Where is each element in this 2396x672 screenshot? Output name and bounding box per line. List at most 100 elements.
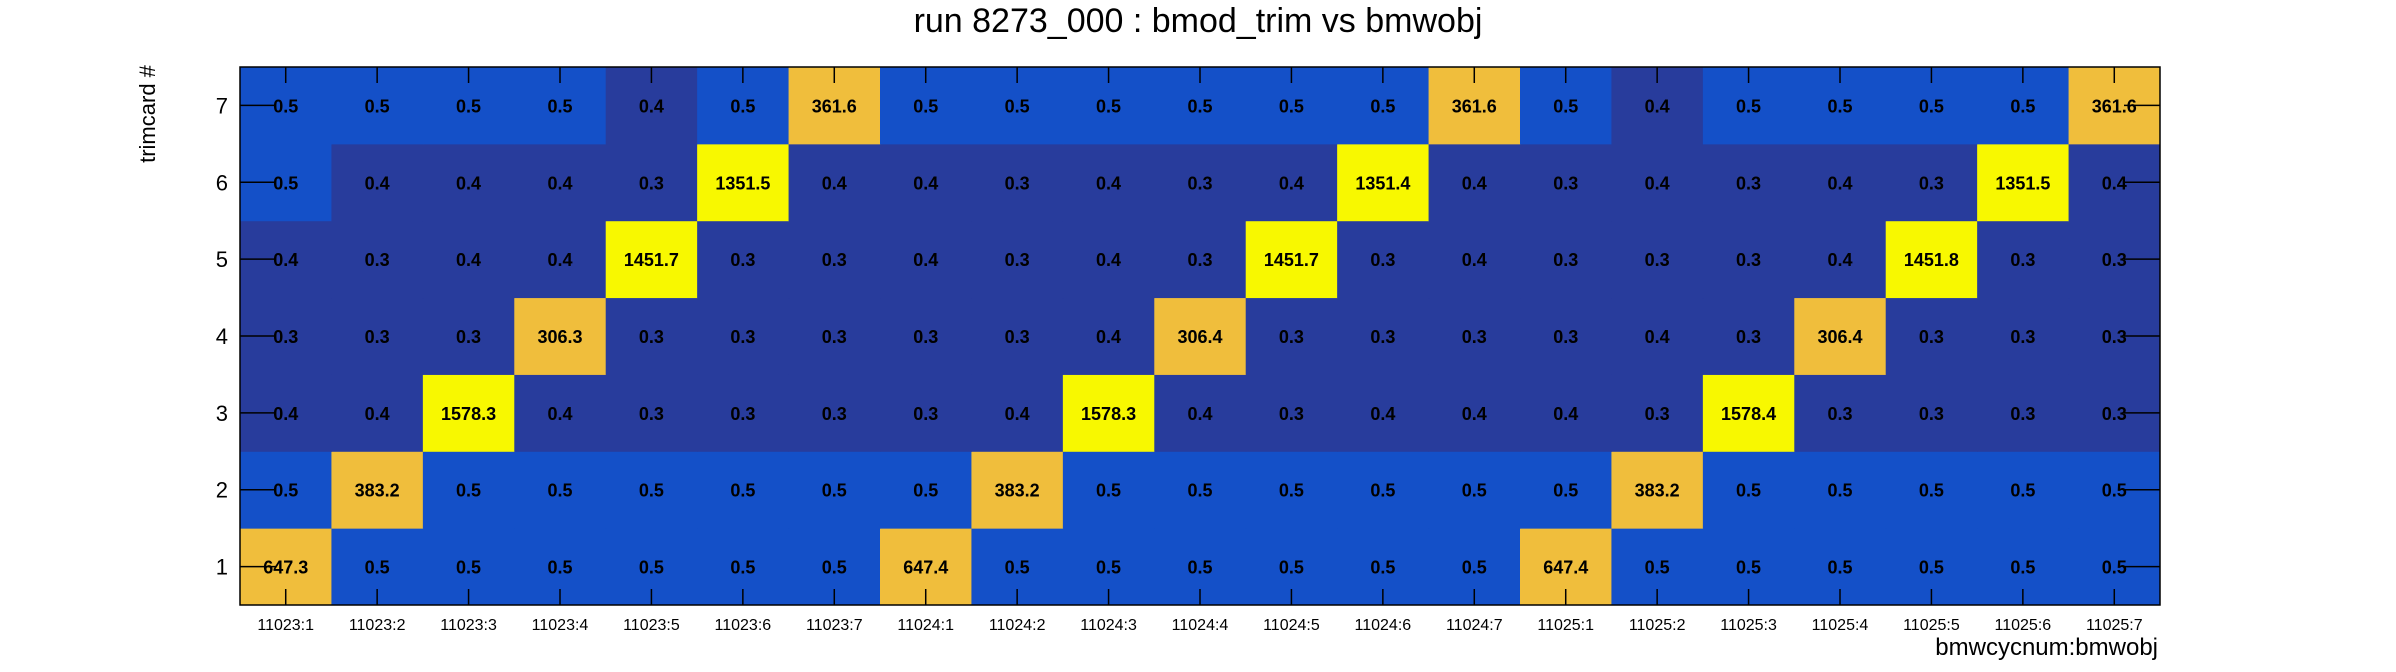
cell-value-label: 0.4 xyxy=(1096,250,1121,270)
cell-value-label: 0.5 xyxy=(456,481,481,501)
x-tick-label: 11024:3 xyxy=(1080,617,1137,634)
y-tick-label: 6 xyxy=(216,170,228,195)
heatmap-cell xyxy=(1977,297,2070,375)
cell-value-label: 0.5 xyxy=(1370,96,1395,116)
cell-value-label: 0.4 xyxy=(456,250,481,270)
cell-value-label: 1351.5 xyxy=(1995,173,2050,193)
cell-value-label: 0.5 xyxy=(1827,481,1852,501)
cell-value-label: 0.3 xyxy=(2010,250,2035,270)
cell-value-label: 0.3 xyxy=(730,327,755,347)
cell-value-label: 0.5 xyxy=(1005,96,1030,116)
cell-value-label: 0.5 xyxy=(547,558,572,578)
cell-value-label: 0.5 xyxy=(1919,558,1944,578)
heatmap-cell xyxy=(1428,143,1521,222)
heatmap-cell xyxy=(514,297,607,375)
cell-value-label: 0.4 xyxy=(273,404,298,424)
cell-value-label: 0.3 xyxy=(822,250,847,270)
heatmap-cell xyxy=(1702,220,1795,299)
heatmap-cell xyxy=(422,451,515,529)
cell-value-label: 0.5 xyxy=(1187,96,1212,116)
cell-value-label: 0.4 xyxy=(1645,96,1670,116)
cell-value-label: 0.4 xyxy=(1645,173,1670,193)
cell-value-label: 0.4 xyxy=(1462,250,1487,270)
heatmap-cell xyxy=(1245,451,1338,529)
cell-value-label: 0.3 xyxy=(2102,404,2127,424)
cell-value-label: 0.3 xyxy=(1279,327,1304,347)
heatmap-cell xyxy=(1337,143,1430,222)
heatmap-cell xyxy=(1245,143,1338,222)
cell-value-label: 0.5 xyxy=(1279,96,1304,116)
heatmap-cell xyxy=(1702,297,1795,375)
heatmap-cell xyxy=(1611,297,1704,375)
cell-value-label: 0.4 xyxy=(1096,327,1121,347)
cell-value-label: 0.4 xyxy=(365,404,390,424)
cell-value-label: 361.6 xyxy=(2092,96,2137,116)
x-tick-label: 11024:1 xyxy=(897,617,954,634)
heatmap-cell xyxy=(1611,374,1704,452)
cell-value-label: 0.3 xyxy=(1919,173,1944,193)
cell-value-label: 0.4 xyxy=(273,250,298,270)
cell-value-label: 306.3 xyxy=(537,327,582,347)
cell-value-label: 0.5 xyxy=(1096,96,1121,116)
cell-value-label: 0.3 xyxy=(456,327,481,347)
heatmap-cell xyxy=(880,451,972,529)
x-tick-label: 11025:4 xyxy=(1812,617,1869,634)
heatmap-cell xyxy=(971,143,1064,222)
cell-value-label: 306.4 xyxy=(1817,327,1862,347)
cell-value-label: 0.4 xyxy=(1462,404,1487,424)
cell-value-label: 1451.7 xyxy=(624,250,679,270)
x-tick-label: 11023:7 xyxy=(806,617,863,634)
cell-value-label: 0.4 xyxy=(2102,173,2127,193)
heatmap-cell xyxy=(1428,297,1521,375)
cell-value-label: 0.5 xyxy=(1462,558,1487,578)
heatmap-cell xyxy=(605,220,698,299)
cell-value-label: 0.5 xyxy=(822,481,847,501)
heatmap-cell xyxy=(1702,374,1795,452)
cell-value-label: 383.2 xyxy=(995,481,1040,501)
cell-value-label: 0.4 xyxy=(913,250,938,270)
heatmap-cell xyxy=(605,143,698,222)
cell-value-label: 0.4 xyxy=(1645,327,1670,347)
heatmap-cell xyxy=(1977,451,2070,529)
heatmap-cell xyxy=(971,297,1064,375)
cell-value-label: 0.5 xyxy=(1096,481,1121,501)
heatmap-cell xyxy=(1885,220,1978,299)
x-tick-label: 11023:6 xyxy=(715,617,772,634)
cell-value-label: 0.5 xyxy=(1919,481,1944,501)
cell-value-label: 1451.7 xyxy=(1264,250,1319,270)
x-axis-label: bmwcycnum:bmwobj xyxy=(1935,634,2158,661)
x-tick-label: 11024:7 xyxy=(1446,617,1503,634)
cell-value-label: 1451.8 xyxy=(1904,250,1959,270)
cell-value-label: 0.4 xyxy=(456,173,481,193)
y-tick-label: 2 xyxy=(216,478,228,503)
cell-value-label: 0.4 xyxy=(1370,404,1395,424)
heatmap-cell xyxy=(697,143,790,222)
cell-value-label: 1578.3 xyxy=(441,404,496,424)
cell-value-label: 0.5 xyxy=(1736,558,1761,578)
x-tick-label: 11023:1 xyxy=(257,617,314,634)
cell-value-label: 0.4 xyxy=(547,250,572,270)
cell-value-label: 0.3 xyxy=(1919,404,1944,424)
y-tick-label: 7 xyxy=(216,93,228,118)
cell-value-label: 0.5 xyxy=(547,96,572,116)
heatmap-cell xyxy=(1794,374,1887,452)
heatmap-cell xyxy=(1428,451,1521,529)
heatmap-cell xyxy=(1611,220,1704,299)
heatmap-cell xyxy=(788,143,881,222)
cell-value-label: 0.5 xyxy=(1462,481,1487,501)
cell-value-label: 0.5 xyxy=(1553,96,1578,116)
cell-value-label: 0.3 xyxy=(2102,327,2127,347)
cell-value-label: 0.3 xyxy=(365,250,390,270)
heatmap-cell xyxy=(1428,374,1521,452)
heatmap-cell xyxy=(1062,297,1155,375)
heatmap-cell xyxy=(788,297,881,375)
heatmap-cell xyxy=(971,220,1064,299)
cell-value-label: 0.3 xyxy=(1919,327,1944,347)
cell-value-label: 0.3 xyxy=(1005,250,1030,270)
x-tick-label: 11024:2 xyxy=(989,617,1046,634)
heatmap-cell xyxy=(1245,374,1338,452)
cell-labels: 647.3 0.5 0.5 0.5 0.5 0.5 0.5 647.4 0.5 0.5 0.5 0.5… xyxy=(263,96,2137,577)
heatmap-cell xyxy=(1062,143,1155,222)
cell-value-label: 0.3 xyxy=(639,404,664,424)
